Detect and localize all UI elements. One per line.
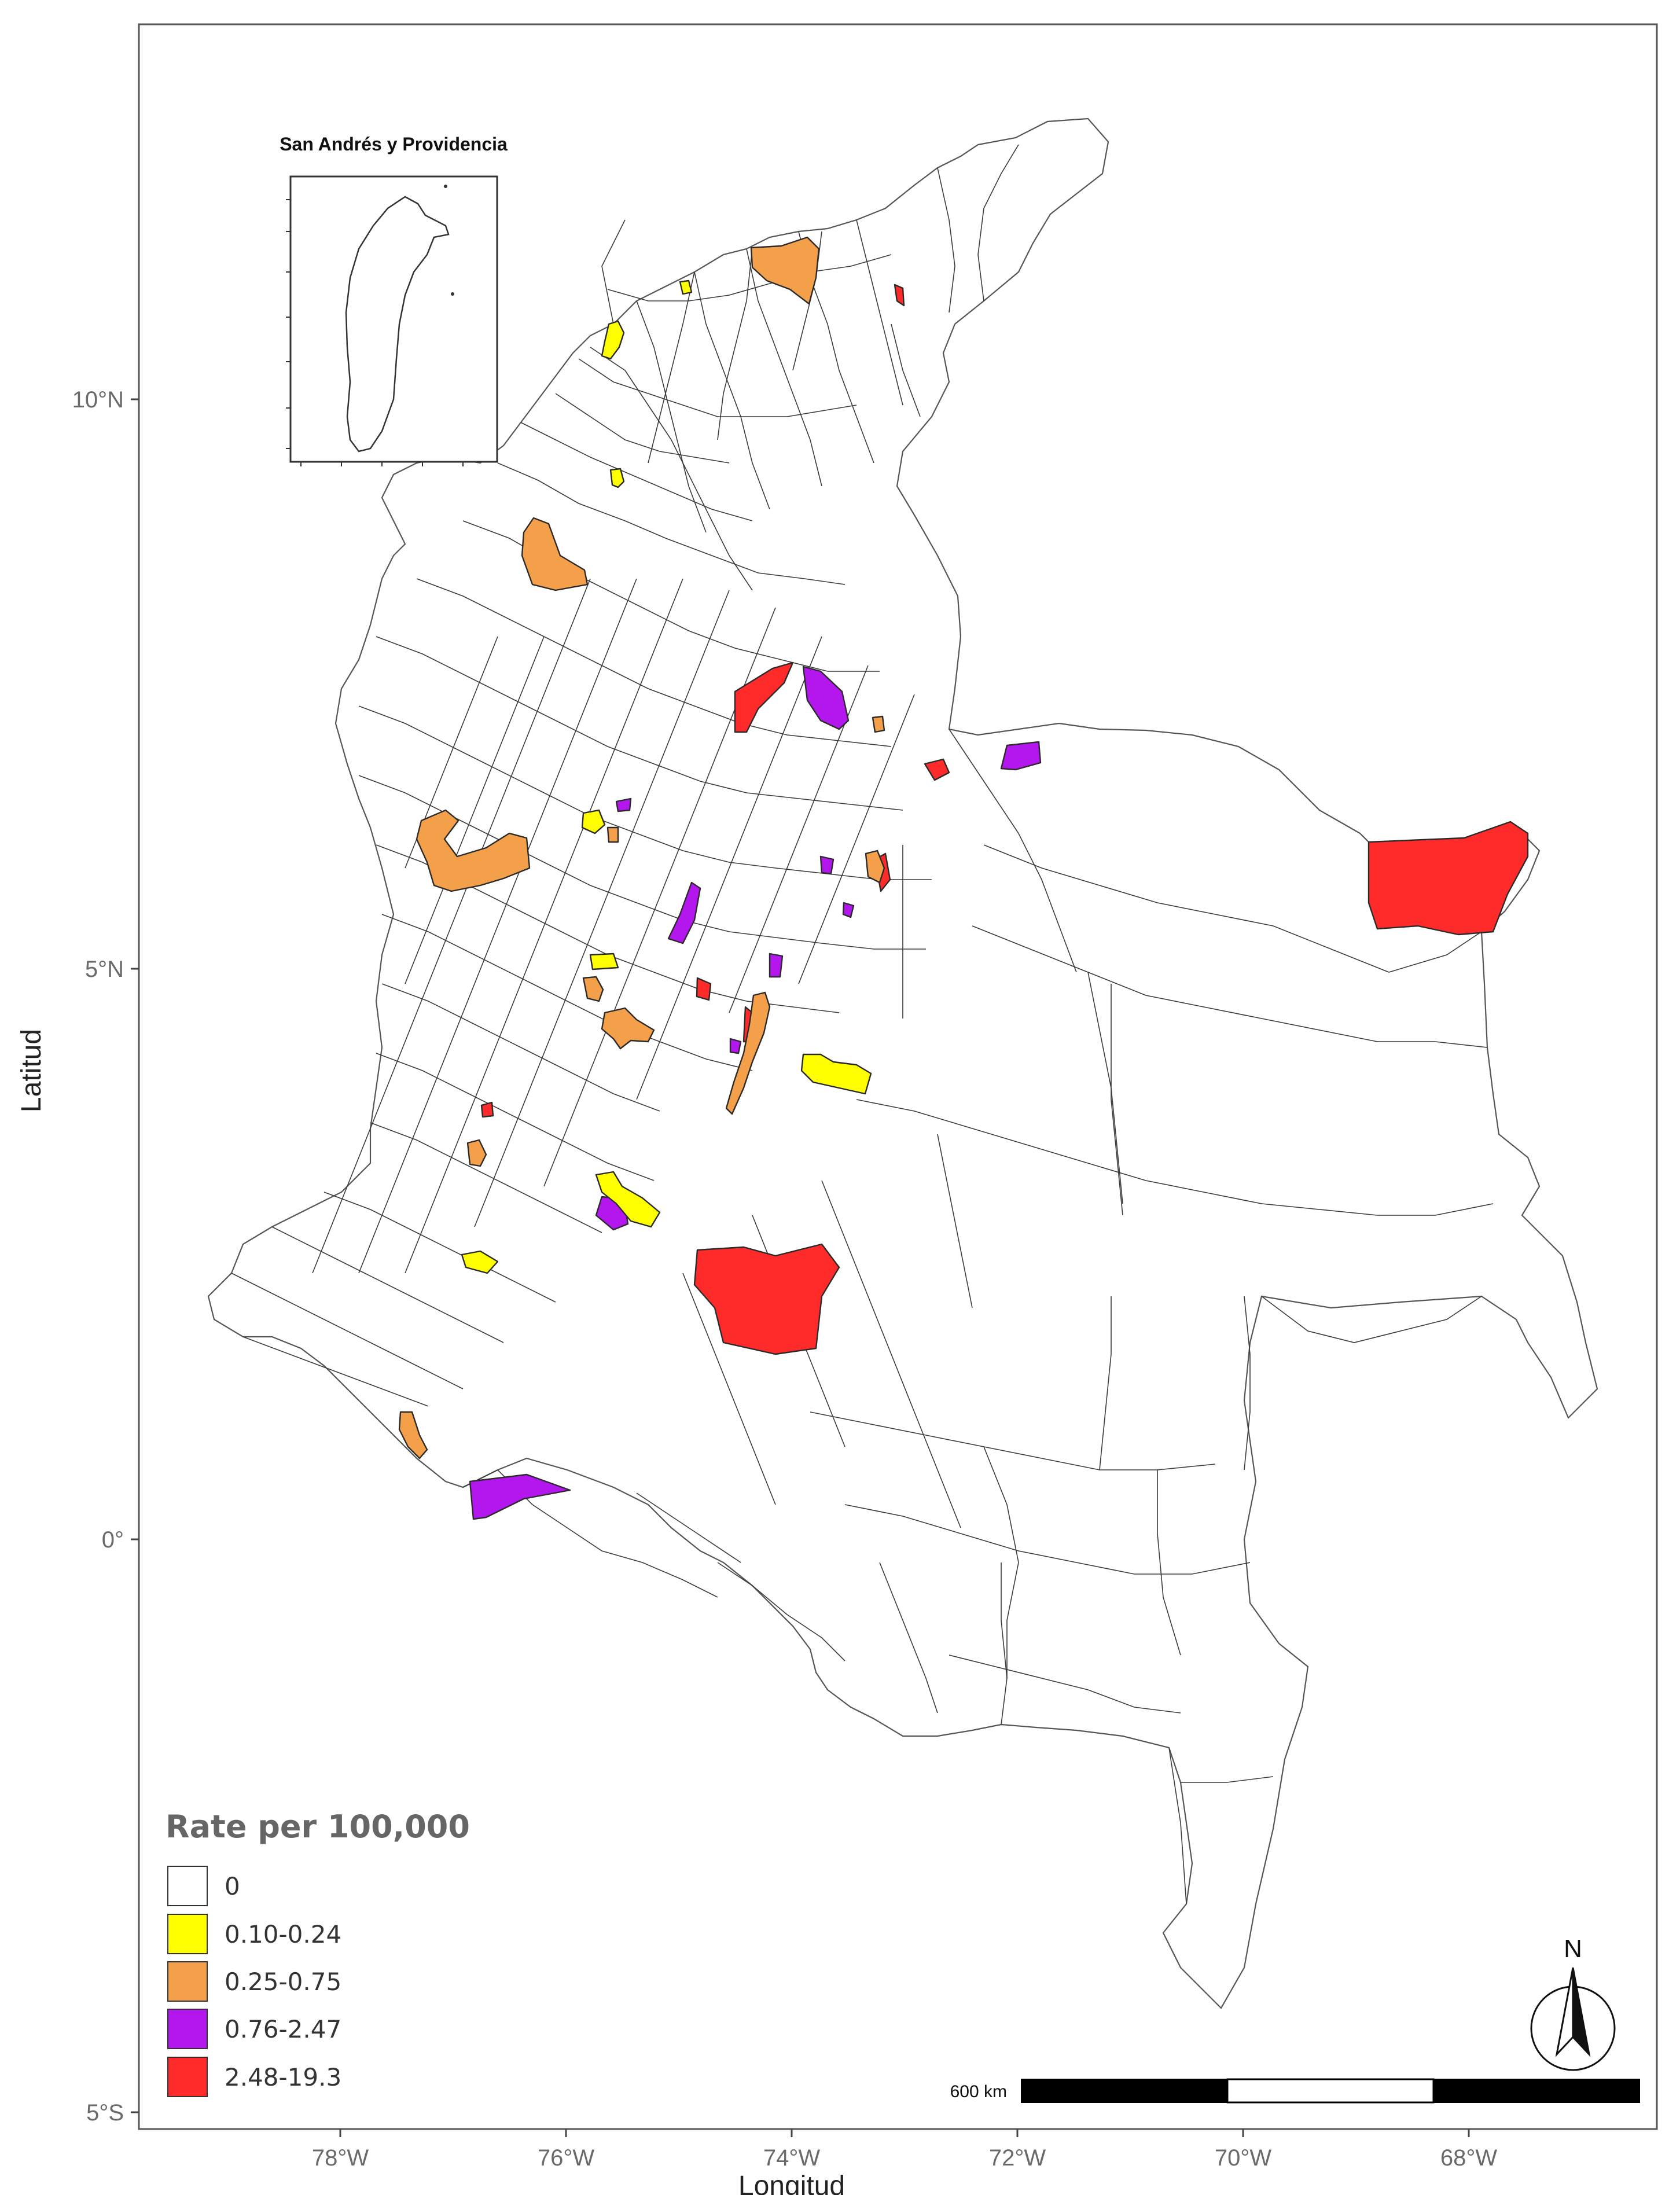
lat-tick-label: 5°N bbox=[85, 957, 124, 982]
lat-ticks bbox=[131, 398, 139, 2113]
legend-swatch-high bbox=[167, 2009, 208, 2049]
region-mid-class bbox=[521, 517, 589, 591]
region-low-class bbox=[461, 1250, 499, 1274]
inset-islet bbox=[444, 185, 447, 188]
legend-swatch-zero bbox=[167, 1866, 208, 1906]
north-arrow-icon: N bbox=[1530, 1935, 1616, 2071]
lon-tick-label: 68°W bbox=[1440, 2145, 1497, 2171]
region-top-class bbox=[480, 1101, 494, 1118]
region-mid-class bbox=[601, 1007, 655, 1050]
inset-map: San Andrés y Providencia bbox=[280, 134, 508, 466]
north-label: N bbox=[1564, 1935, 1582, 1963]
scale-bar-label: 600 km bbox=[950, 2082, 1007, 2101]
region-mid-class bbox=[865, 850, 885, 884]
region-mid-class bbox=[416, 809, 531, 892]
region-low-class bbox=[601, 320, 625, 360]
region-mid-class bbox=[398, 1411, 428, 1459]
region-high-class bbox=[729, 1038, 742, 1054]
inset-title: San Andrés y Providencia bbox=[280, 134, 508, 155]
legend-label: 0 bbox=[225, 1872, 240, 1900]
legend-swatch-low bbox=[167, 1914, 208, 1954]
inset-island-outline bbox=[345, 196, 450, 453]
country-outline bbox=[207, 117, 1598, 2009]
region-mid-class bbox=[606, 826, 619, 843]
x-axis-title: Longitud bbox=[738, 2171, 845, 2195]
legend-label: 0.76-2.47 bbox=[225, 2015, 341, 2043]
legend-title: Rate per 100,000 bbox=[166, 1808, 470, 1845]
region-high-class bbox=[842, 902, 855, 918]
lon-tick-label: 76°W bbox=[538, 2145, 594, 2171]
region-top-class bbox=[924, 758, 950, 781]
region-high-class bbox=[802, 666, 850, 730]
region-low-class bbox=[609, 468, 625, 488]
lon-tick-label: 70°W bbox=[1215, 2145, 1271, 2171]
region-top-class bbox=[696, 977, 712, 1001]
y-axis-title: Latitud bbox=[16, 1029, 47, 1112]
region-high-class bbox=[469, 1473, 571, 1520]
region-mid-class bbox=[872, 715, 885, 733]
region-high-class bbox=[615, 797, 632, 812]
region-low-class bbox=[595, 1171, 661, 1228]
inset-islet bbox=[451, 292, 454, 296]
lat-tick-label: 0° bbox=[102, 1527, 124, 1553]
legend-label: 0.10-0.24 bbox=[225, 1920, 341, 1948]
scale-bar: 600 km bbox=[950, 2078, 1640, 2104]
lon-tick-label: 74°W bbox=[763, 2145, 820, 2171]
lon-tick-label: 72°W bbox=[989, 2145, 1046, 2171]
municipal-boundaries bbox=[231, 144, 1494, 1904]
lon-ticks bbox=[339, 2129, 1470, 2137]
region-low-class bbox=[800, 1053, 872, 1095]
region-high-class bbox=[769, 953, 784, 978]
region-top-class bbox=[734, 661, 794, 733]
region-mid-class bbox=[466, 1139, 487, 1167]
lon-tick-label: 78°W bbox=[312, 2145, 369, 2171]
region-top-class bbox=[1367, 821, 1529, 936]
legend-swatch-mid bbox=[167, 1961, 208, 2002]
region-high-class bbox=[819, 855, 835, 875]
region-mid-class bbox=[582, 976, 604, 1002]
region-low-class bbox=[679, 280, 693, 295]
inset-ticks bbox=[286, 199, 464, 466]
region-high-class bbox=[667, 881, 701, 944]
region-mid-class bbox=[725, 991, 771, 1115]
region-mid-class bbox=[750, 236, 820, 305]
region-low-class bbox=[581, 809, 606, 834]
lat-tick-label: 10°N bbox=[72, 387, 124, 413]
legend-label: 2.48-19.3 bbox=[225, 2063, 341, 2091]
legend: Rate per 100,000 0 0.10-0.24 0.25-0.75 0… bbox=[166, 1808, 470, 2097]
region-low-class bbox=[589, 953, 619, 970]
region-high-class bbox=[1000, 741, 1042, 771]
choropleth-fills bbox=[398, 236, 1529, 1520]
region-top-class bbox=[894, 284, 905, 307]
lat-tick-label: 5°S bbox=[86, 2100, 124, 2126]
legend-label: 0.25-0.75 bbox=[225, 1968, 341, 1996]
legend-swatch-top bbox=[167, 2057, 208, 2097]
region-top-class bbox=[693, 1243, 840, 1355]
